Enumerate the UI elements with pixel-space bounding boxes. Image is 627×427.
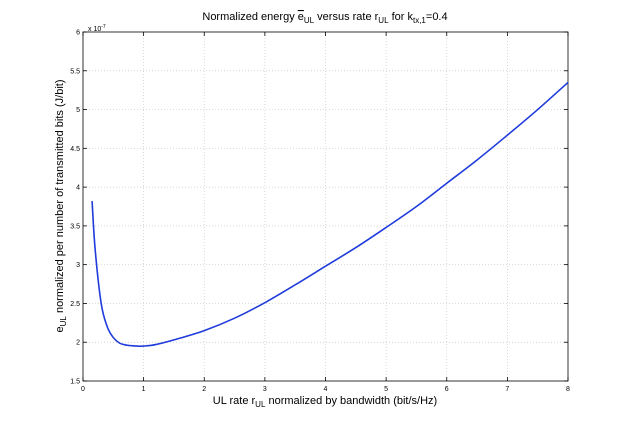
x-tick-label: 4 <box>324 386 328 393</box>
y-tick-label: 4.5 <box>70 146 80 153</box>
x-tick-label: 6 <box>445 386 449 393</box>
series-line <box>91 81 569 348</box>
x-axis-ticks: 0 1 2 3 4 5 6 7 8 <box>81 32 570 393</box>
y-tick-label: 4 <box>76 185 80 192</box>
x-tick-label: 8 <box>566 386 570 393</box>
y-tick-label: 5 <box>76 107 80 114</box>
x-tick-label: 7 <box>505 386 509 393</box>
y-tick-label: 2 <box>76 340 80 347</box>
grid-lines <box>83 32 568 381</box>
x-tick-label: 2 <box>202 386 206 393</box>
x-tick-label: 1 <box>142 386 146 393</box>
y-tick-label: 5.5 <box>70 68 80 75</box>
y-tick-label: 3.5 <box>70 223 80 230</box>
x-tick-label: 3 <box>263 386 267 393</box>
y-tick-label: 3 <box>76 262 80 269</box>
y-tick-label: 6 <box>76 30 80 37</box>
y-tick-label: 1.5 <box>70 379 80 386</box>
chart-title: Normalized energy eUL versus rate rUL fo… <box>202 11 447 25</box>
y-tick-label: 2.5 <box>70 301 80 308</box>
y-exponent: x 10-7 <box>88 24 106 33</box>
x-tick-label: 5 <box>384 386 388 393</box>
y-axis-label: eUL normalized per number of transmitted… <box>54 80 68 333</box>
x-tick-label: 0 <box>81 386 85 393</box>
y-axis-ticks: 1.5 2 2.5 3 3.5 4 4.5 5 5.5 6 <box>70 30 568 386</box>
x-axis-label: UL rate rUL normalized by bandwidth (bit… <box>213 395 437 409</box>
